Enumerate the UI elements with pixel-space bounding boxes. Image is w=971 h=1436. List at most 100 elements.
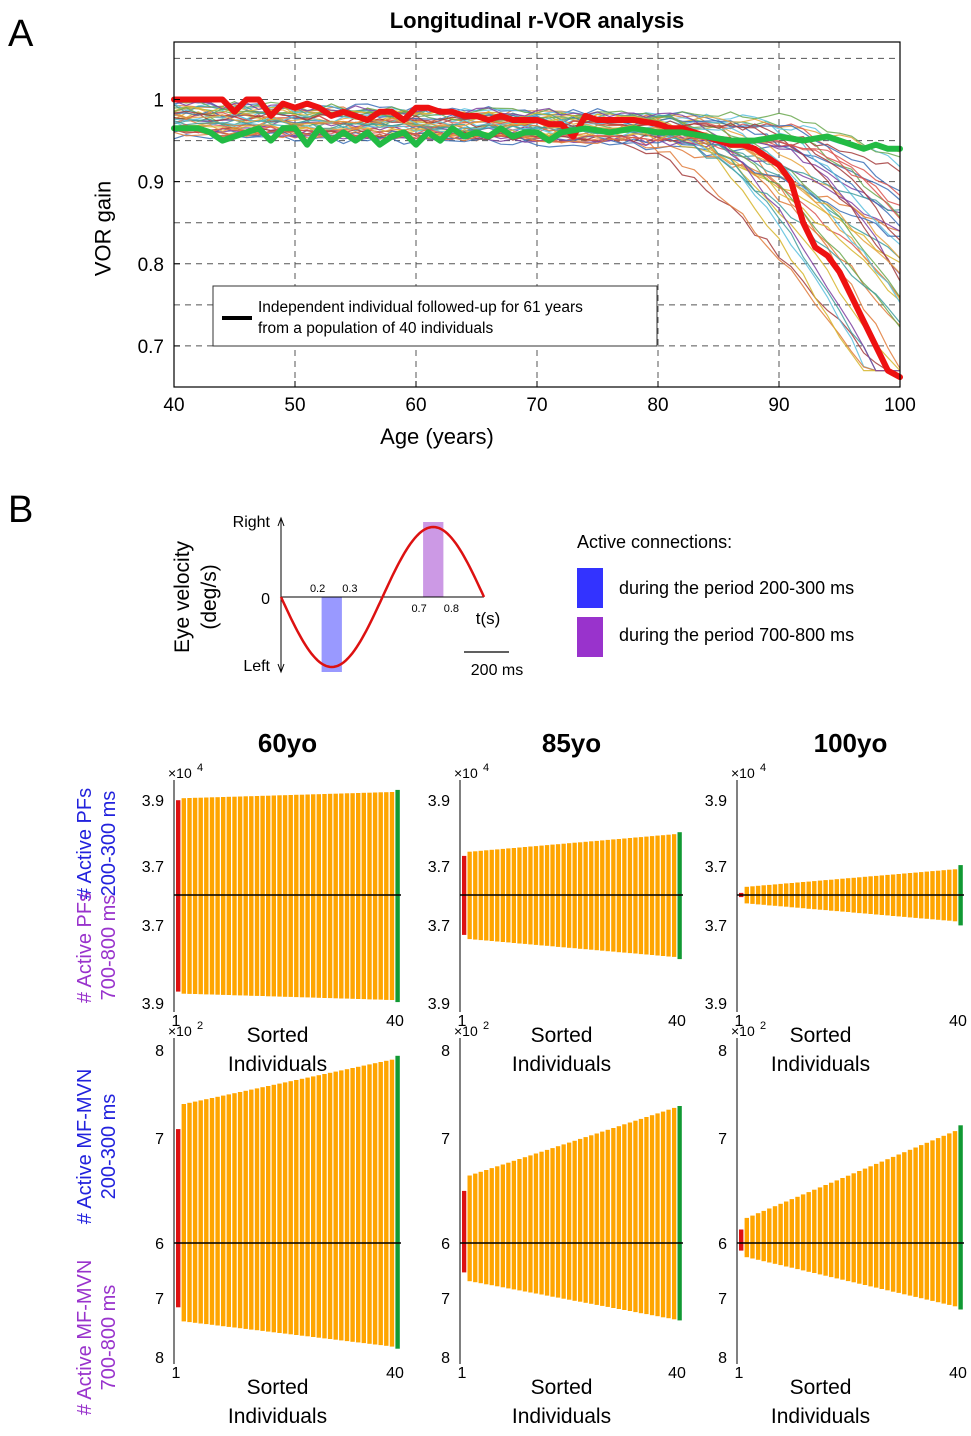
population-line (173, 134, 901, 201)
exponent-label: ×10 (454, 1023, 478, 1039)
bar (254, 796, 260, 996)
x-tick-label: 40 (668, 1013, 686, 1030)
time-window (321, 597, 342, 672)
exponent-label: ×10 (731, 765, 755, 781)
exponent-label: ×10 (168, 1023, 192, 1039)
y-tick-label: 7 (441, 1131, 450, 1148)
y-tick-label: 8 (718, 1043, 727, 1060)
bar (372, 1063, 378, 1345)
legend-title: Active connections: (577, 532, 732, 552)
x-tick-label: 1 (458, 1365, 467, 1382)
arrow-down-icon (277, 663, 285, 674)
bar (500, 1164, 505, 1288)
bar (930, 1140, 935, 1301)
bar (834, 1180, 839, 1279)
x-tick-label: 50 (284, 395, 305, 416)
row-label-bottom: # Active MF-MVN 700-800 ms (74, 1260, 120, 1416)
y-tick-label: 0.9 (138, 173, 164, 194)
exponent-label: ×10 (454, 765, 478, 781)
legend-item: during the period 700-800 ms (619, 625, 854, 645)
x-tick-label: 60 (405, 395, 426, 416)
exponent-label: ×10 (168, 765, 192, 781)
legend-text: Independent individual followed-up for 6… (258, 299, 583, 316)
bar (660, 1111, 666, 1318)
bar (522, 1157, 528, 1292)
bar (249, 1089, 254, 1330)
bar (339, 1070, 344, 1341)
bar (467, 1175, 472, 1282)
legend-item: during the period 200-300 ms (619, 578, 854, 598)
y-tick-label: Right (233, 514, 271, 531)
y-tick-label: 8 (155, 1350, 164, 1367)
vor-chart: Longitudinal r-VOR analysis 40 50 60 70 80 90 1… (91, 8, 916, 449)
bar (384, 792, 389, 1000)
bar (367, 1064, 372, 1344)
bar (605, 1129, 610, 1307)
bar (572, 1140, 577, 1301)
bar (924, 1142, 929, 1300)
bar (221, 1095, 226, 1327)
bar (361, 1065, 366, 1344)
bar (266, 795, 271, 997)
bar (800, 1194, 806, 1271)
bar (583, 1137, 588, 1303)
bar (627, 1122, 633, 1311)
y-tick-label: 3.7 (428, 918, 450, 935)
x-axis-label: Sorted (790, 1376, 852, 1399)
y-tick-label: 6 (441, 1236, 450, 1253)
row-label-top-line: # Active PFs (74, 788, 96, 899)
x-tick-label: 100 (884, 395, 916, 416)
bar (589, 1135, 594, 1304)
legend-text: from a population of 40 individuals (258, 320, 493, 337)
bar (356, 793, 361, 999)
bar (851, 1173, 856, 1283)
x-axis-label: Sorted (531, 1024, 593, 1047)
bar (594, 1133, 599, 1305)
bar (350, 1068, 355, 1342)
y-tick-label: Left (243, 658, 270, 675)
bar (919, 1145, 924, 1299)
y-tick-label: 3.7 (142, 918, 164, 935)
bar (367, 792, 372, 1000)
y-tick-label: 3.9 (705, 793, 727, 810)
bar (649, 1115, 655, 1316)
bar (176, 1129, 181, 1308)
x-tick-label: 90 (768, 395, 789, 416)
bar (528, 1155, 533, 1293)
bar (812, 1189, 817, 1273)
exponent-power: 4 (483, 762, 489, 774)
bar (784, 1201, 789, 1267)
x-tick-label: 1 (735, 1013, 744, 1030)
bar (215, 1096, 220, 1326)
bar (198, 1100, 203, 1324)
bar (254, 1088, 260, 1331)
bar (378, 1062, 383, 1346)
bar (181, 1104, 186, 1322)
bar (857, 1171, 862, 1284)
x-tick-label: 40 (163, 395, 184, 416)
y-tick-label: 7 (718, 1131, 727, 1148)
y-tick-label: 0.8 (138, 255, 164, 276)
bar (823, 1185, 828, 1276)
row-label-bottom: # Active PFs 700-800 ms (74, 892, 120, 1003)
bar (896, 1154, 901, 1293)
bar (539, 1151, 544, 1295)
bar (215, 797, 220, 995)
bar (462, 1190, 467, 1273)
y-tick-label: 6 (718, 1236, 727, 1253)
exponent-label: ×10 (731, 1023, 755, 1039)
x-tick-label: 1 (458, 1013, 467, 1030)
eye-velocity-wave (279, 525, 486, 669)
bar (344, 1069, 350, 1342)
bar (644, 1117, 649, 1315)
bar (677, 1106, 682, 1321)
bar (198, 797, 203, 995)
bar (322, 1074, 327, 1339)
x-tick-label: 1 (735, 1365, 744, 1382)
legend-swatch-blue (577, 568, 603, 608)
bar (226, 796, 231, 995)
